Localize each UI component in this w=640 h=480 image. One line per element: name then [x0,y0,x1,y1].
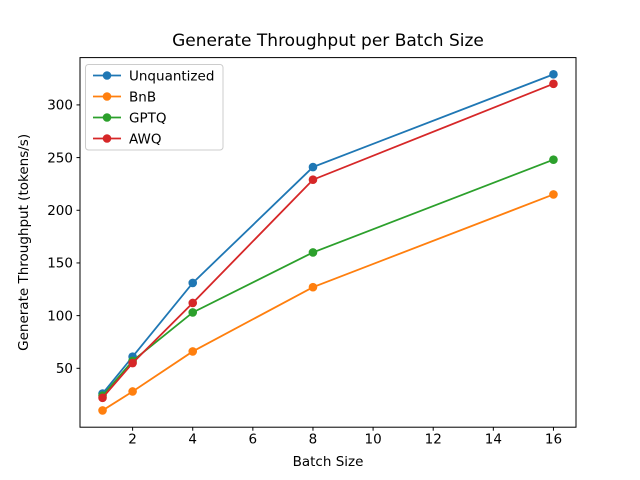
data-point-unquantized [188,278,198,288]
data-point-awq [128,358,137,368]
x-tick-label: 6 [249,432,258,448]
legend-label-bnb: BnB [129,89,156,105]
legend-marker-awq [102,134,112,143]
data-point-bnb [308,282,318,292]
data-point-awq [549,79,558,89]
y-tick-label: 50 [56,361,73,377]
data-point-unquantized [308,162,318,172]
x-tick-label: 12 [425,432,442,448]
series-line-gptq [101,158,554,397]
legend-label-gptq: GPTQ [129,110,166,126]
legend-box [85,64,224,151]
data-point-bnb [549,190,558,199]
data-point-unquantized [549,70,558,79]
x-tick-label: 8 [309,432,318,448]
legend-label-awq: AWQ [129,131,161,147]
data-point-gptq [549,155,558,164]
x-tick-label: 4 [188,432,197,448]
y-tick-label: 250 [47,150,73,166]
chart-title: Generate Throughput per Batch Size [172,31,484,51]
legend-marker-gptq [102,113,112,122]
x-tick-label: 10 [364,432,381,448]
y-tick-label: 100 [47,308,73,324]
legend-label-unquantized: Unquantized [129,68,214,84]
data-point-awq [98,393,107,403]
plot-area-group: 2 4 6 8 10 12 14 16 50 100 150 200 250 300 Unquantized… [47,57,577,448]
plot-border [79,57,577,428]
data-point-gptq [188,308,198,317]
data-point-awq [188,298,198,308]
data-point-bnb [128,387,137,396]
legend-marker-unquantized [102,71,112,80]
y-tick-label: 300 [47,98,73,114]
series-line-bnb [102,193,554,412]
x-tick-label: 14 [485,432,502,448]
data-point-bnb [188,347,198,356]
x-tick-label: 2 [128,432,137,448]
legend-marker-bnb [102,92,112,101]
y-tick-label: 150 [47,256,73,272]
x-tick-label: 16 [545,432,562,448]
data-point-bnb [98,406,107,415]
data-point-awq [308,175,318,185]
y-axis-label: Generate Throughput (tokens/s) [16,134,32,351]
x-axis-label: Batch Size [293,454,364,470]
data-point-gptq [308,248,318,257]
y-tick-label: 200 [47,203,73,219]
